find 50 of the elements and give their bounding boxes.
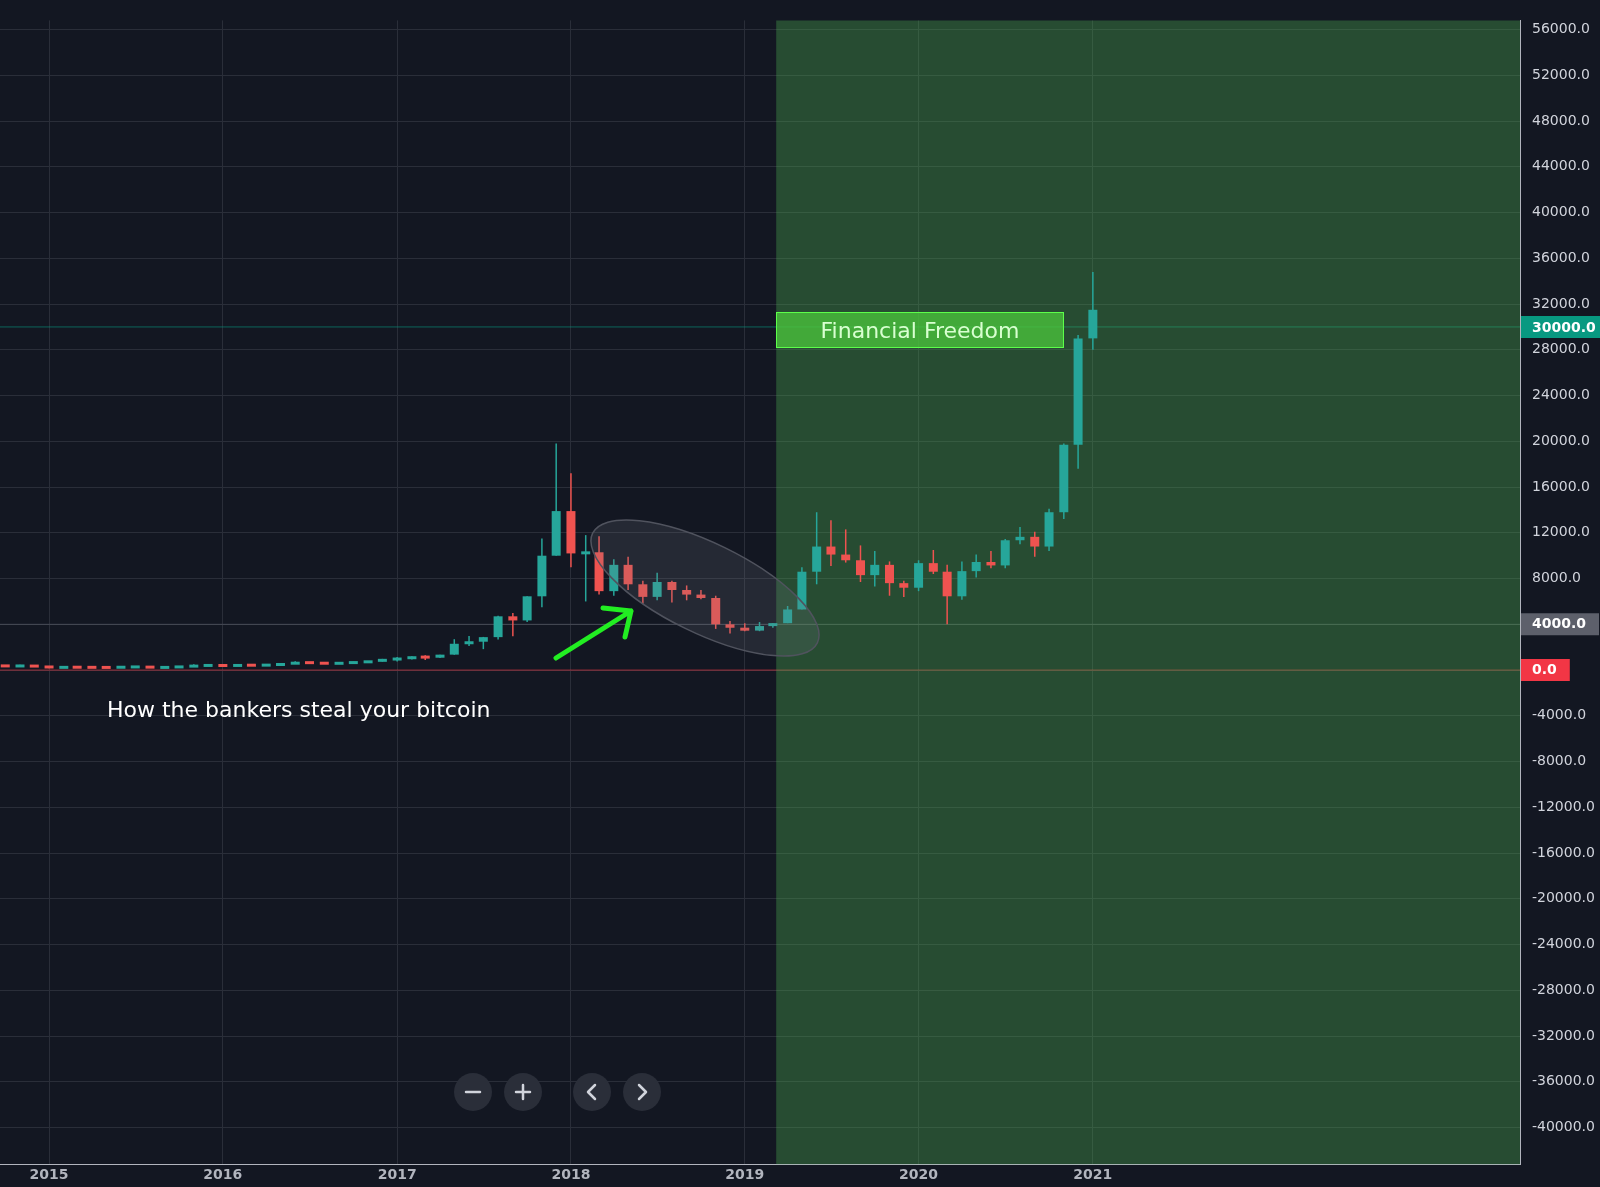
ref-line-label: 30000.0 <box>1532 318 1597 335</box>
y-tick-label: -12000.0 <box>1532 797 1595 814</box>
candlestick <box>1030 530 1040 558</box>
candlestick <box>885 560 895 597</box>
y-tick-label: 16000.0 <box>1532 477 1590 494</box>
candlestick <box>581 534 591 603</box>
candlestick <box>623 556 633 591</box>
y-tick-label: 8000.0 <box>1532 569 1581 586</box>
candlestick <box>638 580 648 605</box>
y-tick-label: -40000.0 <box>1532 1118 1595 1135</box>
candlestick <box>826 519 836 567</box>
y-tick-label: -32000.0 <box>1532 1026 1595 1043</box>
candlestick <box>899 580 909 598</box>
candlestick <box>667 580 677 604</box>
y-tick-label: 40000.0 <box>1532 203 1590 220</box>
x-tick-label: 2020 <box>899 1166 939 1183</box>
x-tick-label: 2018 <box>551 1166 591 1183</box>
y-tick-label: -20000.0 <box>1532 889 1595 906</box>
y-tick-label: -28000.0 <box>1532 980 1595 997</box>
candlestick <box>971 553 981 579</box>
y-tick-label: 44000.0 <box>1532 157 1590 174</box>
candlestick <box>928 549 938 575</box>
y-tick-label: 36000.0 <box>1532 248 1590 265</box>
candlestick <box>508 612 518 638</box>
label-box: Financial Freedom <box>776 312 1064 348</box>
y-tick-label: 0.0 <box>1532 660 1558 677</box>
y-tick-label: 52000.0 <box>1532 65 1590 82</box>
y-tick-label: 12000.0 <box>1532 523 1590 540</box>
y-tick-label: -8000.0 <box>1532 752 1587 769</box>
y-tick-label: -16000.0 <box>1532 843 1595 860</box>
y-tick-label: 48000.0 <box>1532 111 1590 128</box>
y-tick-label: 4000.0 <box>1532 614 1587 631</box>
y-tick-label: 56000.0 <box>1532 20 1590 37</box>
candlestick <box>870 550 880 588</box>
y-tick-label: 24000.0 <box>1532 386 1590 403</box>
x-tick-label: 2017 <box>377 1166 417 1183</box>
y-tick-label: 20000.0 <box>1532 431 1590 448</box>
x-tick-label: 2019 <box>725 1166 765 1183</box>
x-tick-label: 2015 <box>29 1166 69 1183</box>
y-tick-label: 28000.0 <box>1532 340 1590 357</box>
y-tick-label: -24000.0 <box>1532 935 1595 952</box>
candlestick <box>652 572 662 602</box>
y-tick-label: -36000.0 <box>1532 1072 1595 1089</box>
candlestick <box>464 635 474 647</box>
candlestick <box>855 544 865 583</box>
y-tick-label: 32000.0 <box>1532 294 1590 311</box>
annotation: How the bankers steal your bitcoin <box>107 696 491 722</box>
x-tick-label: 2021 <box>1073 1166 1113 1183</box>
y-tick-label: -4000.0 <box>1532 706 1587 723</box>
x-tick-label: 2016 <box>203 1166 243 1183</box>
